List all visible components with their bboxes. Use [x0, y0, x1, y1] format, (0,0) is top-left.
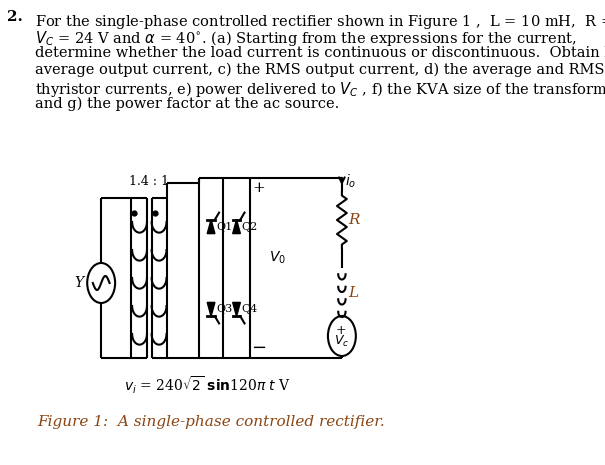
- Text: Q4: Q4: [242, 305, 258, 314]
- Text: average output current, c) the RMS output current, d) the average and RMS: average output current, c) the RMS outpu…: [35, 63, 604, 77]
- Text: Q1: Q1: [217, 222, 232, 232]
- Text: determine whether the load current is continuous or discontinuous.  Obtain b) th: determine whether the load current is co…: [35, 46, 605, 60]
- Text: +: +: [336, 324, 347, 337]
- Text: L: L: [348, 286, 358, 300]
- Polygon shape: [208, 219, 215, 233]
- Text: 2.: 2.: [7, 10, 23, 24]
- Text: $i_o$: $i_o$: [345, 173, 356, 190]
- Text: $V_0$: $V_0$: [269, 250, 286, 266]
- Text: R: R: [348, 213, 359, 227]
- Polygon shape: [233, 302, 240, 316]
- Text: Figure 1:  A single-phase controlled rectifier.: Figure 1: A single-phase controlled rect…: [37, 415, 385, 429]
- Polygon shape: [208, 302, 215, 316]
- Text: 1.4 : 1: 1.4 : 1: [129, 175, 169, 188]
- Text: and g) the power factor at the ac source.: and g) the power factor at the ac source…: [35, 97, 339, 112]
- Text: $V_C$ = 24 V and $\alpha$ = 40$^{\circ}$. (a) Starting from the expressions for : $V_C$ = 24 V and $\alpha$ = 40$^{\circ}$…: [35, 29, 577, 48]
- Text: Q2: Q2: [242, 222, 258, 232]
- Text: thyristor currents, e) power delivered to $V_C$ , f) the KVA size of the transfo: thyristor currents, e) power delivered t…: [35, 80, 605, 99]
- Text: Q3: Q3: [217, 305, 232, 314]
- Text: +: +: [252, 181, 264, 195]
- Text: For the single-phase controlled rectifier shown in Figure 1 ,  L = 10 mH,  R = 3: For the single-phase controlled rectifie…: [35, 12, 605, 31]
- Text: −: −: [251, 339, 266, 357]
- Text: $V_c$: $V_c$: [335, 333, 350, 349]
- Polygon shape: [233, 219, 240, 233]
- Text: Y: Y: [74, 276, 83, 290]
- Text: $v_i$ = 240$\sqrt{2}$ $\bf{sin}$120$\pi$ $t$ V: $v_i$ = 240$\sqrt{2}$ $\bf{sin}$120$\pi$…: [124, 375, 291, 396]
